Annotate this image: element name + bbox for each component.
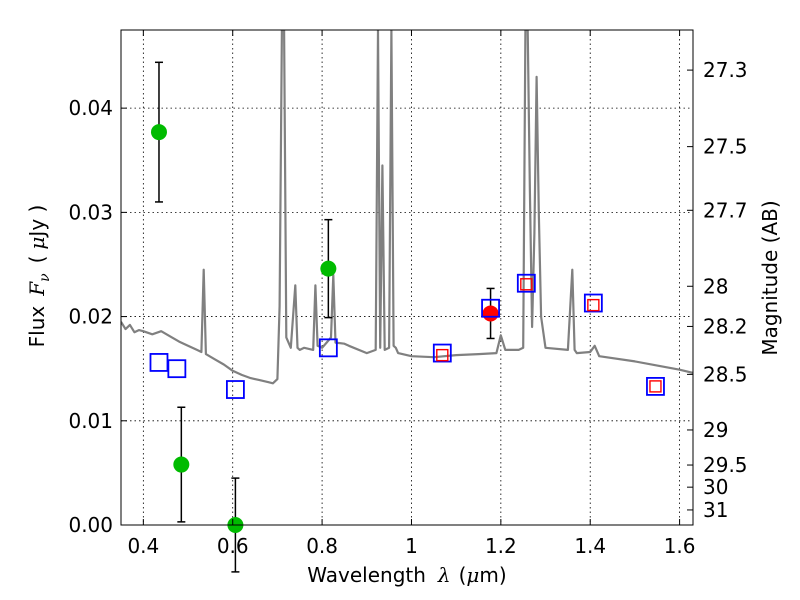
model-square bbox=[516, 273, 536, 293]
y-tick-label: 0.01 bbox=[68, 409, 113, 433]
y2-tick-label: 28.2 bbox=[703, 314, 748, 338]
y2-tick-label: 27.5 bbox=[703, 135, 748, 159]
x-axis-label-text: Wavelength bbox=[307, 563, 426, 587]
y-axis-label-unit-mu: μ bbox=[25, 237, 49, 250]
x-tick-label: 0.6 bbox=[217, 534, 249, 558]
model-square-inner bbox=[520, 278, 533, 291]
model-square bbox=[225, 380, 245, 399]
plot-markers bbox=[149, 61, 665, 573]
y-tick-label: 0.04 bbox=[68, 96, 113, 120]
x-tick-label: 1 bbox=[405, 534, 418, 558]
model-square bbox=[167, 359, 187, 379]
y2-axis-label: Magnitude (AB) bbox=[758, 200, 782, 355]
model-square bbox=[583, 293, 603, 313]
y2-tick-label: 27.3 bbox=[703, 58, 748, 82]
grid bbox=[121, 30, 693, 526]
y2-tick-label: 29 bbox=[703, 418, 728, 442]
y-tick-label: 0.00 bbox=[68, 513, 113, 537]
x-axis-label: Wavelength λ (μm) bbox=[307, 563, 506, 587]
y2-tick-label: 31 bbox=[703, 498, 728, 522]
y2-tick-label: 29.5 bbox=[703, 453, 748, 477]
model-square-inner bbox=[587, 298, 600, 312]
y-tick-label: 0.02 bbox=[68, 305, 113, 329]
axis-ticks: 0.4 0.6 0.8 1 1.2 1.4 1.6 0.00 0.01 0.02 0.03 0.04 2… bbox=[68, 30, 748, 558]
y-axis-label-symbol: F bbox=[25, 281, 49, 297]
y-axis-label: Flux Fν ( μJy ) bbox=[25, 205, 53, 348]
plot-series bbox=[121, 30, 693, 385]
x-axis-label-symbol: λ bbox=[437, 563, 451, 587]
x-tick-label: 1.6 bbox=[664, 534, 696, 558]
model-square bbox=[318, 338, 338, 358]
y2-tick-label: 28 bbox=[703, 274, 728, 298]
y-axis-label-unit-open: ( bbox=[25, 256, 49, 264]
x-axis-label-unit-rest: m) bbox=[479, 563, 506, 587]
model-square bbox=[432, 343, 452, 363]
x-tick-label: 1.2 bbox=[485, 534, 517, 558]
y-axis-label-text: Flux bbox=[25, 306, 49, 348]
y2-tick-label: 27.7 bbox=[703, 198, 748, 222]
plot-frame bbox=[120, 29, 694, 526]
data-point bbox=[320, 260, 337, 277]
x-axis-label-unit-mu: μ bbox=[466, 563, 479, 587]
data-point bbox=[150, 124, 167, 141]
y-tick-label: 0.03 bbox=[68, 200, 113, 224]
y2-tick-label: 28.5 bbox=[703, 362, 748, 386]
model-square bbox=[646, 376, 665, 396]
data-point bbox=[482, 305, 499, 322]
x-tick-label: 0.4 bbox=[127, 534, 159, 558]
spectrum-line bbox=[121, 30, 693, 385]
data-point bbox=[173, 456, 190, 473]
y-axis-label-subscript: ν bbox=[37, 273, 53, 282]
model-square-inner bbox=[436, 348, 449, 362]
y-axis-label-unit-rest: Jy ) bbox=[25, 205, 49, 239]
x-axis-label-unit-open: ( bbox=[459, 563, 467, 587]
model-square-inner bbox=[649, 380, 662, 393]
x-tick-label: 1.4 bbox=[574, 534, 606, 558]
x-tick-label: 0.8 bbox=[306, 534, 338, 558]
y2-tick-label: 30 bbox=[703, 475, 728, 499]
model-square bbox=[481, 298, 500, 318]
